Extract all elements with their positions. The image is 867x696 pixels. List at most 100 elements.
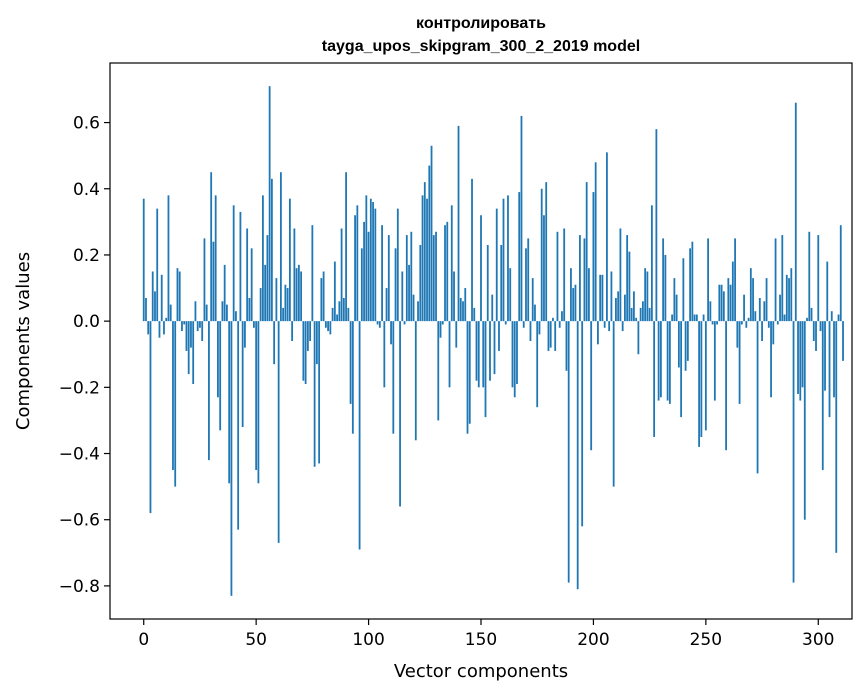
- bar-150: [480, 215, 482, 322]
- y-tick-label: 0.0: [73, 312, 100, 332]
- bar-91: [347, 307, 350, 322]
- bar-50: [255, 321, 258, 471]
- bar-231: [662, 238, 665, 322]
- bar-196: [583, 238, 586, 322]
- bar-191: [572, 288, 575, 322]
- bar-106: [381, 225, 383, 322]
- bar-42: [237, 321, 240, 530]
- bar-48: [250, 248, 253, 322]
- bar-121: [414, 321, 417, 441]
- bar-228: [655, 129, 658, 322]
- bar-24: [196, 321, 199, 332]
- bar-156: [493, 321, 496, 375]
- bar-167: [518, 192, 521, 322]
- bar-117: [405, 235, 408, 322]
- bar-53: [262, 195, 264, 322]
- bar-30: [210, 172, 213, 322]
- bar-15: [176, 268, 179, 322]
- bar-129: [432, 235, 435, 322]
- bar-2: [147, 321, 150, 335]
- bar-286: [785, 274, 788, 322]
- bar-202: [597, 321, 599, 345]
- bar-46: [246, 228, 249, 322]
- bar-295: [806, 317, 808, 322]
- bar-25: [199, 321, 201, 328]
- y-tick-label: −0.4: [59, 445, 100, 465]
- bar-307: [833, 321, 835, 398]
- bar-143: [464, 288, 467, 322]
- bar-215: [626, 235, 629, 322]
- bar-249: [702, 314, 705, 322]
- bar-305: [828, 321, 831, 418]
- bar-142: [462, 301, 464, 322]
- bar-233: [666, 321, 669, 401]
- bar-40: [232, 205, 235, 322]
- bar-18: [183, 321, 186, 325]
- bar-223: [644, 268, 647, 322]
- bar-239: [680, 321, 683, 418]
- bar-190: [570, 268, 572, 322]
- bar-267: [743, 294, 745, 322]
- bar-181: [549, 321, 552, 348]
- bar-140: [457, 125, 460, 322]
- bar-279: [770, 321, 772, 398]
- bar-87: [338, 301, 341, 322]
- bar-36: [223, 264, 226, 322]
- bar-157: [495, 208, 498, 322]
- bar-4: [151, 271, 154, 322]
- bar-219: [635, 317, 638, 322]
- bar-79: [320, 278, 323, 322]
- bar-54: [264, 264, 267, 322]
- bar-70: [300, 271, 303, 322]
- bar-21: [190, 321, 192, 348]
- bar-145: [468, 321, 471, 424]
- bar-134: [444, 225, 446, 322]
- bar-170: [525, 248, 527, 322]
- x-axis: 0 50 100 150 200 250 300: [138, 619, 834, 650]
- bar-23: [194, 301, 197, 322]
- bar-73: [306, 321, 309, 351]
- x-tick-label: 100: [352, 630, 384, 650]
- bar-244: [691, 241, 694, 322]
- bar-16: [178, 271, 181, 322]
- bar-309: [837, 314, 840, 322]
- bar-20: [187, 321, 190, 375]
- bar-208: [610, 271, 613, 322]
- bar-101: [369, 198, 372, 322]
- bar-186: [561, 311, 563, 322]
- bar-289: [792, 321, 795, 583]
- bar-176: [538, 321, 541, 335]
- bar-168: [520, 115, 523, 322]
- bar-293: [801, 321, 804, 388]
- bar-116: [403, 321, 406, 325]
- bar-60: [277, 321, 280, 543]
- bar-14: [174, 321, 177, 487]
- bar-11: [167, 195, 170, 322]
- bar-276: [763, 301, 766, 322]
- bar-126: [426, 198, 428, 322]
- bar-99: [365, 195, 368, 322]
- bar-0: [142, 198, 145, 322]
- bar-22: [192, 321, 195, 385]
- bar-132: [439, 321, 442, 338]
- bar-147: [473, 307, 476, 322]
- bar-300: [817, 235, 820, 322]
- bar-8: [160, 274, 163, 322]
- bar-135: [446, 221, 449, 322]
- bar-229: [657, 321, 660, 401]
- bar-146: [471, 178, 473, 322]
- bar-125: [423, 182, 426, 322]
- bar-199: [590, 321, 593, 451]
- bar-205: [603, 321, 606, 328]
- bar-108: [385, 288, 388, 322]
- bar-169: [522, 321, 525, 328]
- bar-57: [270, 178, 273, 322]
- bar-159: [500, 245, 503, 322]
- bar-310: [839, 225, 842, 322]
- chart-title-line2: tayga_upos_skipgram_300_2_2019 model: [322, 38, 640, 55]
- bar-78: [318, 321, 321, 464]
- bar-112: [394, 248, 397, 322]
- bar-201: [594, 162, 597, 322]
- bar-227: [653, 321, 656, 437]
